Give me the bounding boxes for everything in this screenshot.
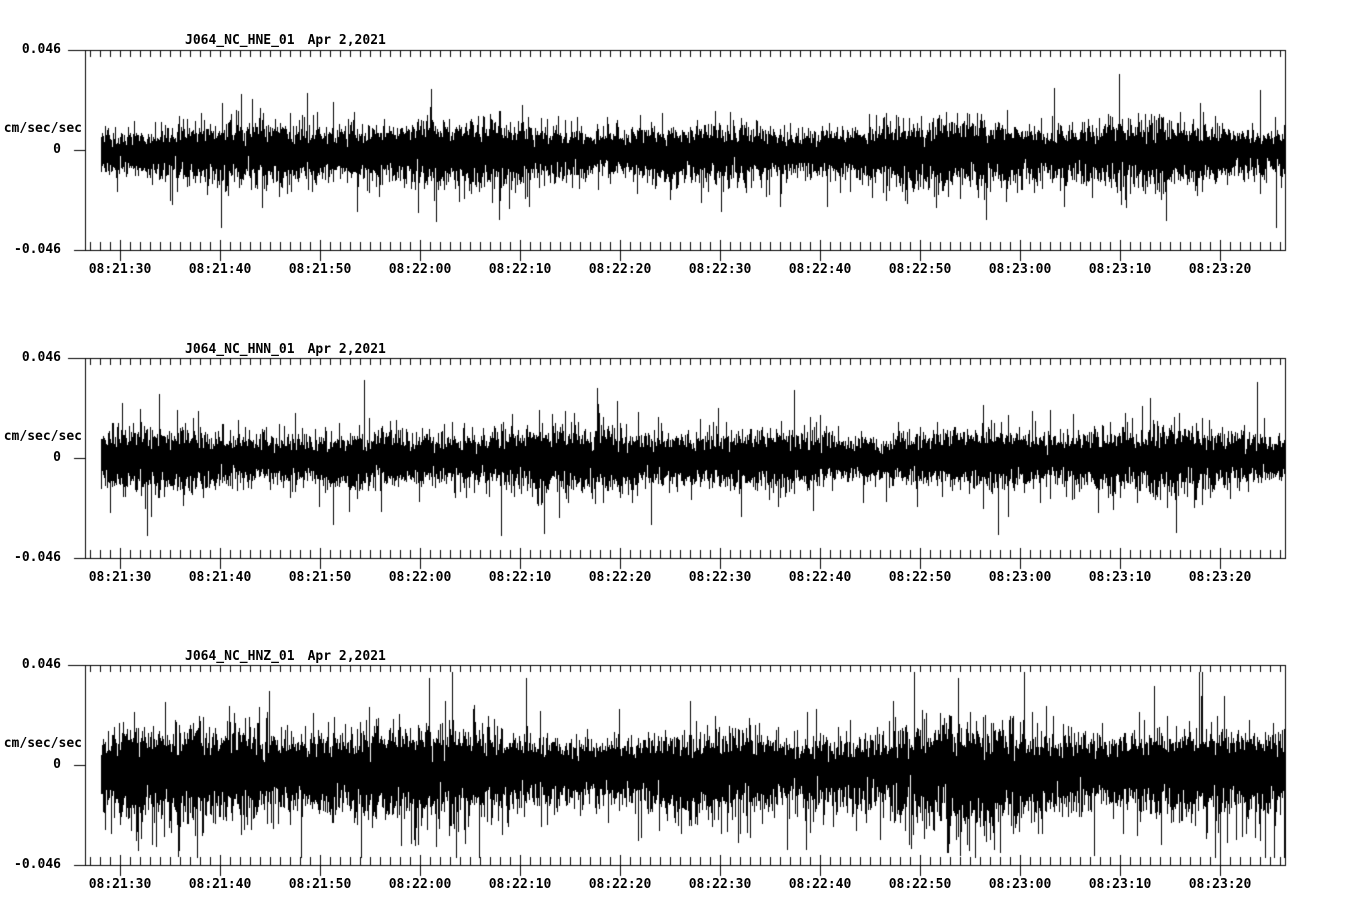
x-tick-label: 08:22:50 [888, 262, 952, 277]
x-tick-label: 08:21:50 [288, 877, 352, 892]
x-tick-label: 08:21:40 [188, 262, 252, 277]
date-label: Apr 2,2021 [307, 342, 386, 357]
panel-title-hnn: J064_NC_HNN_01 Apr 2,2021 [185, 343, 386, 357]
x-tick-label: 08:22:40 [788, 877, 852, 892]
ytick-label-zero: 0 [53, 142, 61, 157]
x-tick-label: 08:22:50 [888, 877, 952, 892]
x-tick-label: 08:22:20 [588, 570, 652, 585]
x-tick-label: 08:23:00 [988, 877, 1052, 892]
x-tick-label: 08:22:30 [688, 877, 752, 892]
panel-title-hnz: J064_NC_HNZ_01 Apr 2,2021 [185, 650, 386, 664]
x-tick-label: 08:22:30 [688, 570, 752, 585]
x-tick-label: 08:22:00 [388, 877, 452, 892]
x-tick-label: 08:23:20 [1188, 877, 1252, 892]
station-channel-label: J064_NC_HNE_01 [185, 33, 295, 48]
x-tick-label: 08:22:40 [788, 262, 852, 277]
date-label: Apr 2,2021 [307, 33, 386, 48]
x-tick-label: 08:21:30 [88, 570, 152, 585]
ytick-label-max: 0.046 [21, 657, 61, 672]
station-channel-label: J064_NC_HNN_01 [185, 342, 295, 357]
ytick-label-max: 0.046 [21, 42, 61, 57]
y-axis-unit-label: cm/sec/sec [3, 736, 82, 751]
x-tick-label: 08:21:40 [188, 877, 252, 892]
ytick-label-zero: 0 [53, 450, 61, 465]
x-tick-label: 08:23:20 [1188, 570, 1252, 585]
x-tick-label: 08:22:10 [488, 570, 552, 585]
x-tick-label: 08:22:50 [888, 570, 952, 585]
x-tick-label: 08:22:30 [688, 262, 752, 277]
y-axis-unit-label: cm/sec/sec [3, 429, 82, 444]
x-tick-label: 08:22:00 [388, 262, 452, 277]
x-tick-label: 08:22:40 [788, 570, 852, 585]
x-tick-label: 08:23:00 [988, 570, 1052, 585]
x-tick-label: 08:22:10 [488, 262, 552, 277]
x-tick-label: 08:21:30 [88, 877, 152, 892]
x-tick-label: 08:22:00 [388, 570, 452, 585]
x-tick-label: 08:21:50 [288, 262, 352, 277]
panel-title-hne: J064_NC_HNE_01 Apr 2,2021 [185, 34, 386, 48]
ytick-label-min: -0.046 [14, 242, 61, 257]
ytick-label-zero: 0 [53, 757, 61, 772]
ytick-label-min: -0.046 [14, 550, 61, 565]
ytick-label-min: -0.046 [14, 857, 61, 872]
x-tick-label: 08:23:10 [1088, 570, 1152, 585]
x-tick-label: 08:23:10 [1088, 262, 1152, 277]
x-tick-label: 08:21:40 [188, 570, 252, 585]
x-tick-label: 08:23:00 [988, 262, 1052, 277]
x-tick-label: 08:22:20 [588, 262, 652, 277]
ytick-label-max: 0.046 [21, 350, 61, 365]
station-channel-label: J064_NC_HNZ_01 [185, 649, 295, 664]
x-tick-label: 08:22:10 [488, 877, 552, 892]
x-tick-label: 08:21:30 [88, 262, 152, 277]
x-tick-label: 08:22:20 [588, 877, 652, 892]
y-axis-unit-label: cm/sec/sec [3, 121, 82, 136]
x-tick-label: 08:23:10 [1088, 877, 1152, 892]
x-tick-label: 08:21:50 [288, 570, 352, 585]
date-label: Apr 2,2021 [307, 649, 386, 664]
x-tick-label: 08:23:20 [1188, 262, 1252, 277]
